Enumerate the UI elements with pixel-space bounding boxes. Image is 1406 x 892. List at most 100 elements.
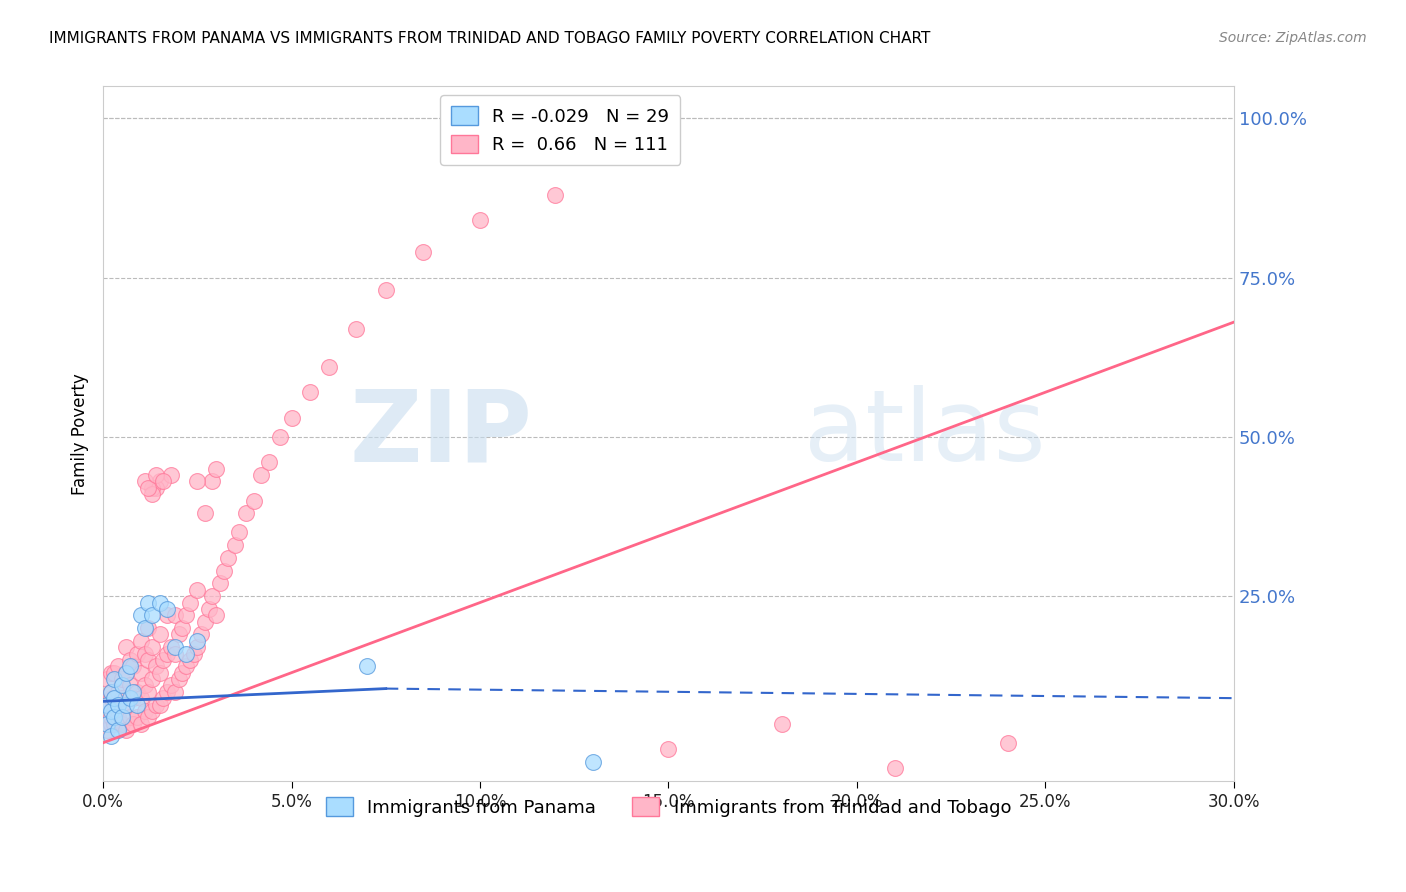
Point (883, 761, 905, 775)
Point (160, 640, 183, 655)
Point (107, 723, 129, 737)
Point (103, 691, 125, 706)
Point (179, 596, 201, 610)
Point (174, 608, 197, 623)
Point (129, 633, 152, 648)
Point (100, 730, 122, 744)
Point (100, 665, 122, 680)
Point (114, 665, 136, 680)
Point (468, 213, 491, 227)
Point (208, 576, 231, 591)
Point (217, 551, 239, 566)
Point (194, 615, 217, 629)
Point (269, 430, 291, 444)
Point (374, 283, 396, 297)
Point (100, 716, 122, 731)
Point (100, 710, 122, 724)
Point (257, 455, 280, 469)
Point (152, 653, 174, 667)
Point (103, 691, 125, 706)
Point (141, 608, 163, 623)
Point (141, 672, 163, 686)
Text: atlas: atlas (804, 385, 1046, 483)
Text: ZIP: ZIP (350, 385, 533, 483)
Point (280, 410, 302, 425)
Point (129, 691, 152, 706)
Point (228, 525, 250, 540)
Point (149, 698, 172, 712)
Point (134, 678, 156, 692)
Point (152, 691, 174, 706)
Point (186, 640, 208, 655)
Point (160, 678, 183, 692)
Point (96, 723, 118, 737)
Point (129, 608, 152, 623)
Point (160, 468, 183, 483)
Point (96, 716, 118, 731)
Point (100, 704, 122, 718)
Point (412, 245, 434, 260)
Text: Source: ZipAtlas.com: Source: ZipAtlas.com (1219, 31, 1367, 45)
Point (114, 698, 136, 712)
Point (107, 685, 129, 699)
Point (122, 659, 145, 673)
Point (141, 487, 163, 501)
Point (224, 538, 246, 552)
Point (134, 475, 156, 489)
Point (96, 698, 118, 712)
Point (657, 742, 679, 756)
Point (138, 596, 160, 610)
Point (107, 710, 129, 724)
Point (103, 710, 125, 724)
Point (582, 755, 605, 769)
Point (118, 659, 141, 673)
Point (134, 621, 156, 635)
Point (111, 691, 134, 706)
Point (129, 665, 152, 680)
Point (318, 359, 340, 374)
Point (114, 640, 136, 655)
Point (111, 672, 134, 686)
Point (544, 187, 567, 202)
Point (243, 493, 266, 508)
Point (118, 653, 141, 667)
Point (197, 602, 219, 616)
Point (103, 716, 125, 731)
Point (138, 481, 160, 495)
Point (107, 698, 129, 712)
Point (125, 710, 148, 724)
Point (344, 321, 367, 335)
Point (174, 647, 197, 661)
Point (163, 608, 186, 623)
Point (156, 608, 179, 623)
Point (138, 621, 160, 635)
Point (134, 704, 156, 718)
Point (125, 647, 148, 661)
Point (111, 678, 134, 692)
Point (201, 475, 224, 489)
Point (186, 582, 208, 597)
Point (186, 633, 208, 648)
Point (134, 647, 156, 661)
Point (149, 475, 172, 489)
Point (141, 640, 163, 655)
Point (96, 698, 118, 712)
Point (100, 691, 122, 706)
Point (167, 627, 190, 641)
Y-axis label: Family Poverty: Family Poverty (72, 373, 89, 494)
Point (125, 698, 148, 712)
Point (129, 716, 152, 731)
Point (145, 468, 167, 483)
Text: IMMIGRANTS FROM PANAMA VS IMMIGRANTS FROM TRINIDAD AND TOBAGO FAMILY POVERTY COR: IMMIGRANTS FROM PANAMA VS IMMIGRANTS FRO… (49, 31, 931, 46)
Point (172, 621, 194, 635)
Point (194, 506, 217, 520)
Point (122, 691, 145, 706)
Point (141, 481, 163, 495)
Point (114, 665, 136, 680)
Point (122, 716, 145, 731)
Point (205, 608, 228, 623)
Point (235, 506, 257, 520)
Point (190, 627, 212, 641)
Point (141, 704, 163, 718)
Point (118, 678, 141, 692)
